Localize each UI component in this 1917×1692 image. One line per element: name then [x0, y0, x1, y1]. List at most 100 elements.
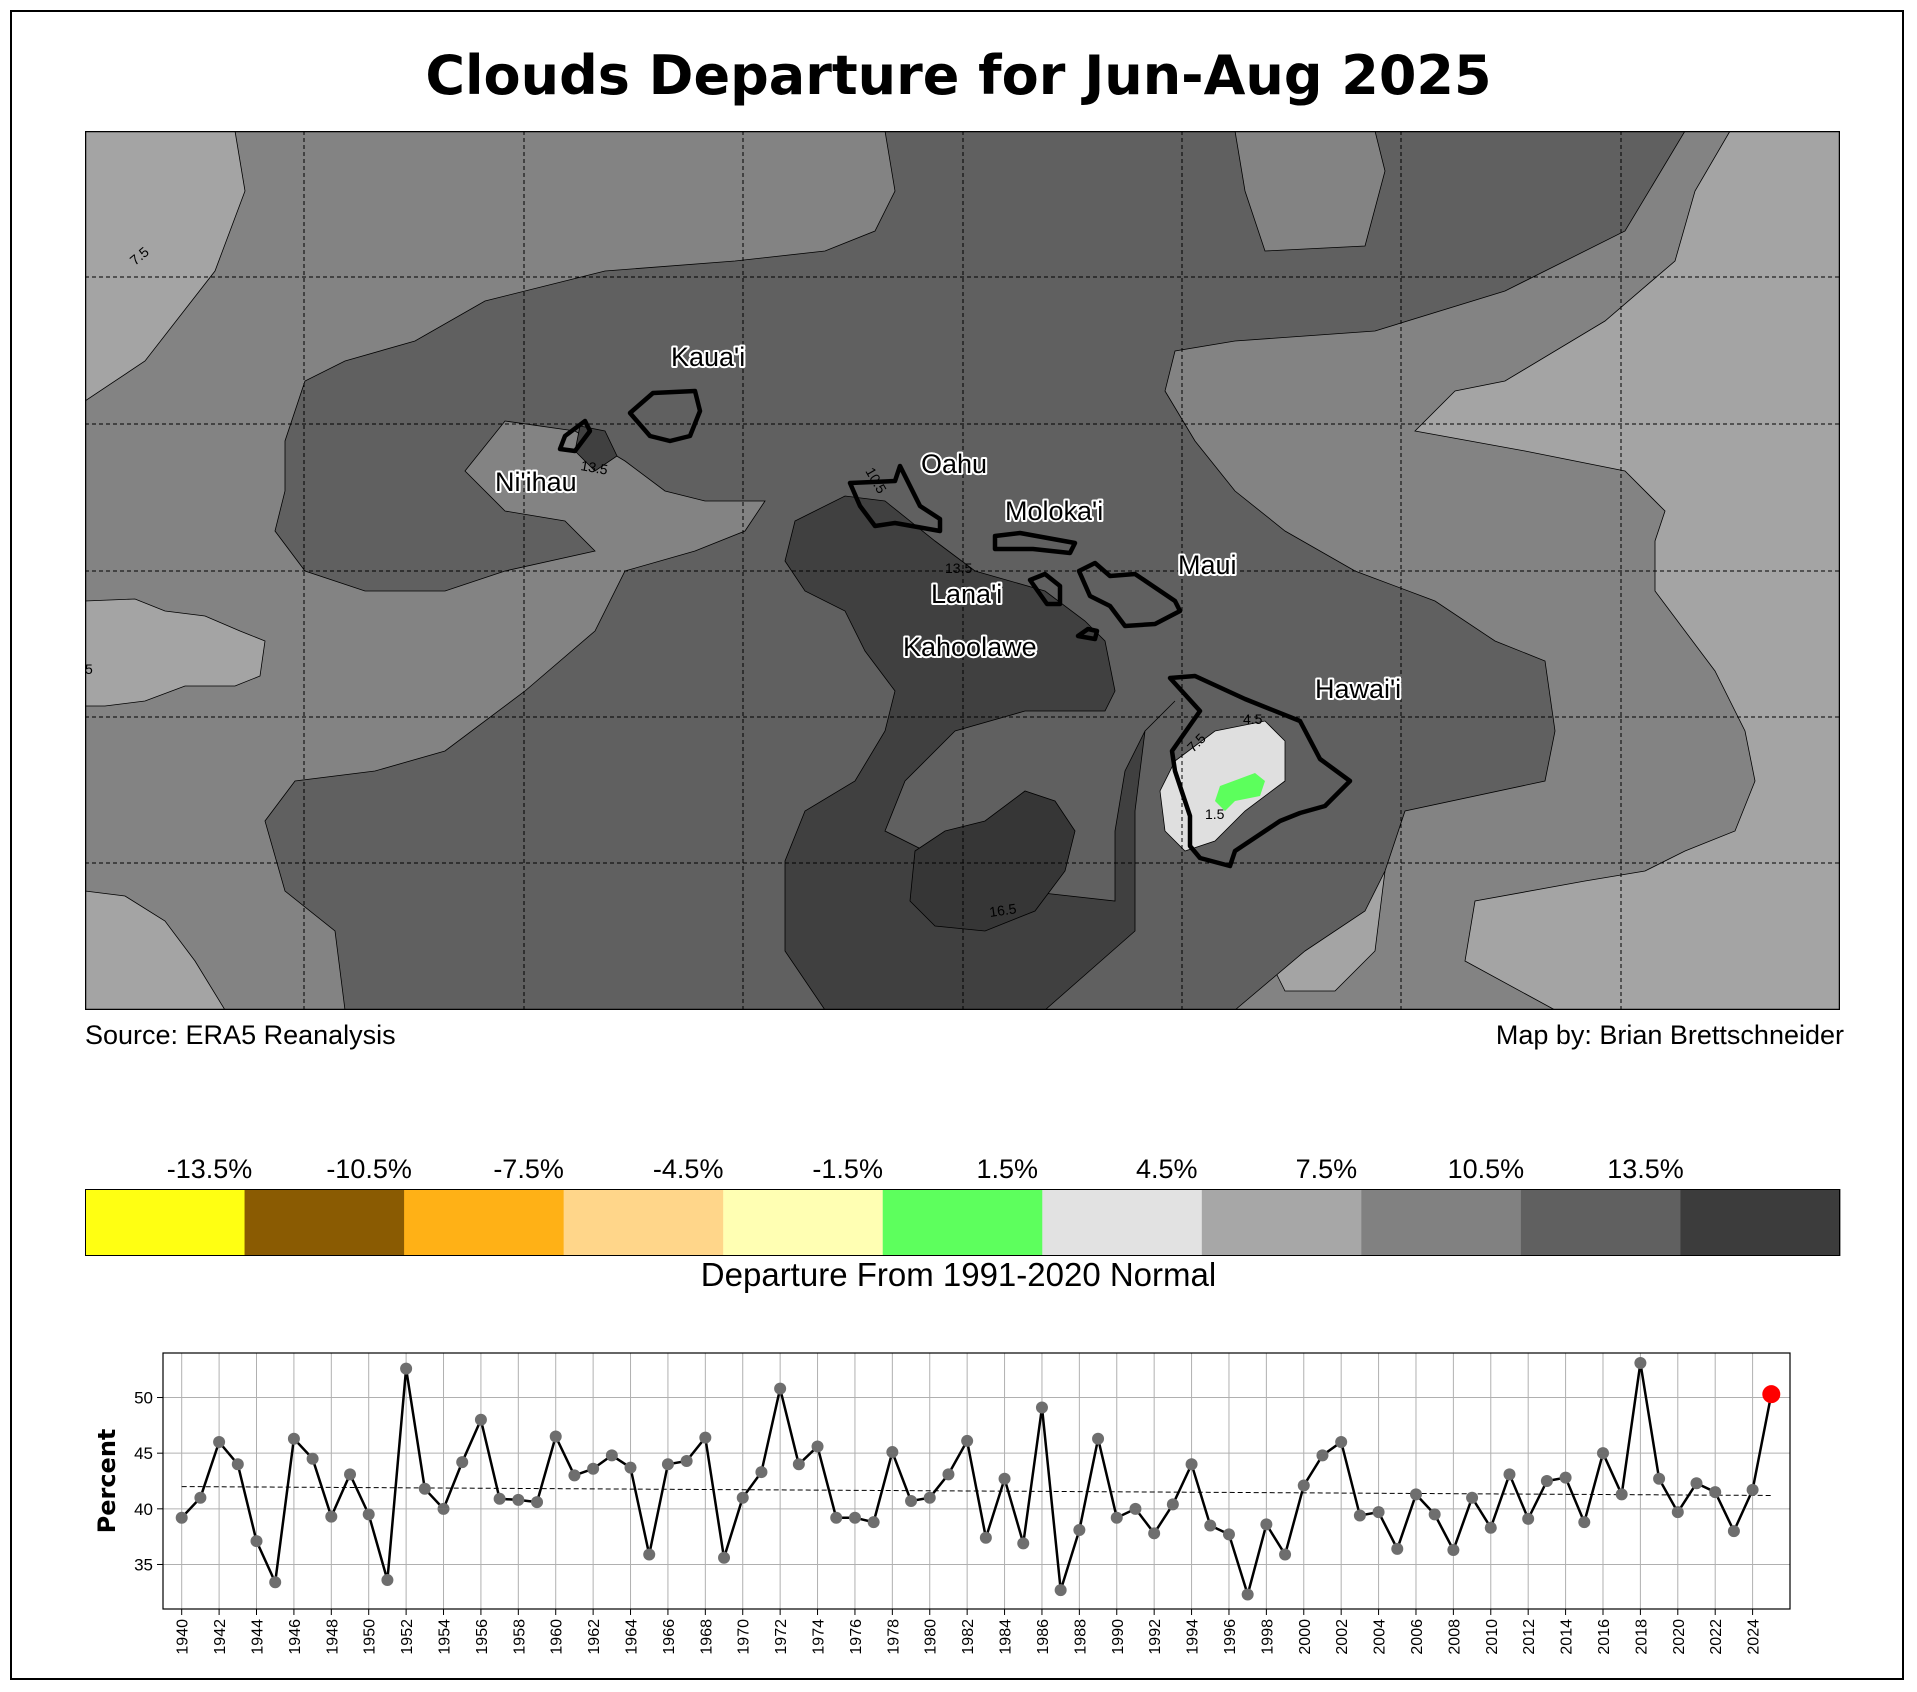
data-point [1391, 1542, 1404, 1555]
island-outline-kahoolawe [1075, 626, 1100, 642]
island-label-oahu: Oahu [921, 449, 987, 479]
data-point [1578, 1516, 1591, 1529]
data-point [661, 1458, 674, 1471]
data-point [1372, 1506, 1385, 1519]
chart-axes-box [162, 1352, 1791, 1610]
colorbar-swatch [244, 1189, 405, 1256]
island-outline-molokai [992, 530, 1078, 556]
data-point [175, 1511, 188, 1524]
data-point [1092, 1432, 1105, 1445]
data-point [905, 1495, 918, 1508]
data-point [848, 1511, 861, 1524]
data-point [587, 1462, 600, 1475]
x-tick-label: 1972 [773, 1619, 790, 1655]
data-point [1073, 1523, 1086, 1536]
data-point [961, 1434, 974, 1447]
colorbar-title: Departure From 1991-2020 Normal [700, 1256, 1217, 1293]
data-point [811, 1440, 824, 1453]
data-point [1746, 1483, 1759, 1496]
x-tick-label: 2008 [1446, 1619, 1463, 1655]
x-tick-label: 1982 [960, 1619, 977, 1655]
contour-fill-4-5-west [85, 598, 266, 707]
x-tick-label: 1970 [736, 1619, 753, 1655]
data-point [231, 1458, 244, 1471]
x-tick-label: 1964 [624, 1619, 641, 1655]
contour-label: 16.5 [988, 900, 1017, 920]
data-point [287, 1432, 300, 1445]
data-point [1596, 1447, 1609, 1460]
colorbar-swatch [1361, 1189, 1522, 1256]
x-tick-label: 1994 [1185, 1619, 1202, 1655]
data-point [1129, 1502, 1142, 1515]
data-point [605, 1449, 618, 1462]
data-point [474, 1413, 487, 1426]
island-outline-kauai [627, 388, 703, 444]
colorbar-border [85, 1189, 1840, 1256]
data-point [1297, 1479, 1310, 1492]
x-tick-label: 1942 [212, 1619, 229, 1655]
x-tick-label: 2022 [1708, 1619, 1725, 1655]
data-point [1559, 1471, 1572, 1484]
island-label-kahoolawe: Kahoolawe [903, 632, 1037, 662]
data-point [306, 1452, 319, 1465]
colorbar-swatch [404, 1189, 565, 1256]
island-label-molokai: Moloka'i [1005, 496, 1103, 526]
data-point [344, 1468, 357, 1481]
x-tick-label: 1954 [437, 1619, 454, 1655]
x-tick-label: 1956 [474, 1619, 491, 1655]
x-tick-label: 1988 [1072, 1619, 1089, 1655]
island-outline-oahu [847, 463, 943, 534]
figure-frame [10, 10, 1904, 1680]
highlight-point [1762, 1385, 1781, 1404]
colorbar-swatch [1520, 1189, 1681, 1256]
data-point [213, 1436, 226, 1449]
x-tick-label: 1966 [661, 1619, 678, 1655]
x-tick-label: 1940 [175, 1619, 192, 1655]
map-grid [85, 131, 1840, 1010]
x-tick-label: 1946 [287, 1619, 304, 1655]
x-tick-label: 1998 [1259, 1619, 1276, 1655]
colorbar-swatch [1042, 1189, 1203, 1256]
colorbar-swatch [882, 1189, 1043, 1256]
data-point [1241, 1588, 1254, 1601]
data-point [886, 1446, 899, 1459]
data-point [1484, 1521, 1497, 1534]
contour-fill-green [1215, 773, 1265, 811]
data-point [998, 1472, 1011, 1485]
x-tick-label: 2012 [1521, 1619, 1538, 1655]
data-point [755, 1466, 768, 1479]
colorbar-swatch [563, 1189, 724, 1256]
x-tick-label: 1984 [998, 1619, 1015, 1655]
x-tick-label: 2004 [1372, 1619, 1389, 1655]
data-point [194, 1491, 207, 1504]
data-point [1634, 1357, 1647, 1370]
data-point [643, 1548, 656, 1561]
x-tick-label: 1968 [698, 1619, 715, 1655]
contour-fill-4-5-sw [85, 890, 226, 1010]
contour-fill-16-5 [909, 790, 1076, 932]
data-point [493, 1492, 506, 1505]
data-point [325, 1510, 338, 1523]
data-point [942, 1468, 955, 1481]
x-tick-label: 1948 [324, 1619, 341, 1655]
data-point [437, 1502, 450, 1515]
data-point [1671, 1506, 1684, 1519]
colorbar-tick-label: 4.5% [1136, 1154, 1198, 1184]
data-point [549, 1430, 562, 1443]
data-point [923, 1491, 936, 1504]
data-point [1035, 1401, 1048, 1414]
x-tick-label: 1962 [586, 1619, 603, 1655]
data-point [736, 1491, 749, 1504]
data-point [418, 1482, 431, 1495]
map-border [85, 131, 1840, 1010]
y-tick-label: 40 [134, 1500, 153, 1519]
colorbar-tick-label: 10.5% [1448, 1154, 1525, 1184]
x-tick-label: 1974 [811, 1619, 828, 1655]
data-point [250, 1535, 263, 1548]
island-label-maui: Maui [1178, 550, 1237, 580]
contour-label: 5 [85, 661, 93, 677]
data-point [568, 1469, 581, 1482]
data-point [718, 1551, 731, 1564]
data-point [1222, 1528, 1235, 1541]
data-point [1316, 1449, 1329, 1462]
